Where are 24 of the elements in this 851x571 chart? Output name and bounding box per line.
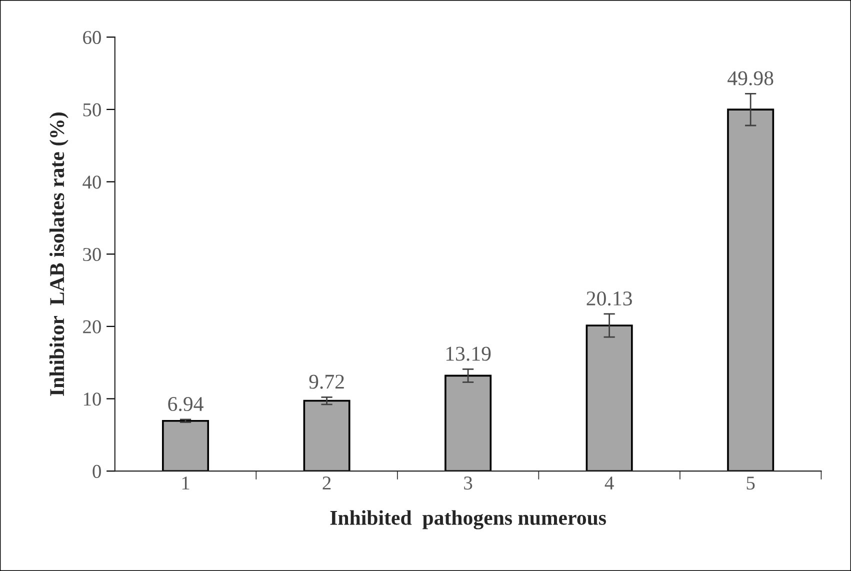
bar bbox=[303, 400, 350, 472]
x-tick-label: 5 bbox=[746, 476, 755, 490]
bar bbox=[162, 420, 210, 472]
bar bbox=[586, 324, 633, 472]
data-label: 9.72 bbox=[309, 374, 344, 389]
x-axis-title: Inhibited pathogens numerous bbox=[330, 510, 606, 530]
bar bbox=[444, 374, 492, 472]
data-label: 20.13 bbox=[586, 291, 632, 306]
data-label: 49.98 bbox=[728, 71, 774, 86]
y-tick-label: 50 bbox=[83, 103, 101, 116]
bar bbox=[727, 108, 774, 472]
data-label: 6.94 bbox=[168, 397, 204, 412]
y-tick-label: 40 bbox=[82, 176, 101, 189]
data-label: 13.19 bbox=[446, 346, 491, 361]
y-tick-label: 0 bbox=[92, 464, 101, 478]
y-axis-title: Inhibitor LAB isolates rate (%) bbox=[49, 112, 68, 396]
y-tick-label: 30 bbox=[83, 248, 101, 262]
y-tick-label: 20 bbox=[83, 320, 101, 334]
x-tick-label: 1 bbox=[182, 476, 190, 490]
y-tick-label: 10 bbox=[84, 392, 101, 406]
y-tick-label: 60 bbox=[83, 30, 101, 44]
x-tick-label: 2 bbox=[322, 476, 331, 490]
x-tick-label: 3 bbox=[464, 476, 472, 490]
x-tick-label: 4 bbox=[604, 476, 614, 490]
